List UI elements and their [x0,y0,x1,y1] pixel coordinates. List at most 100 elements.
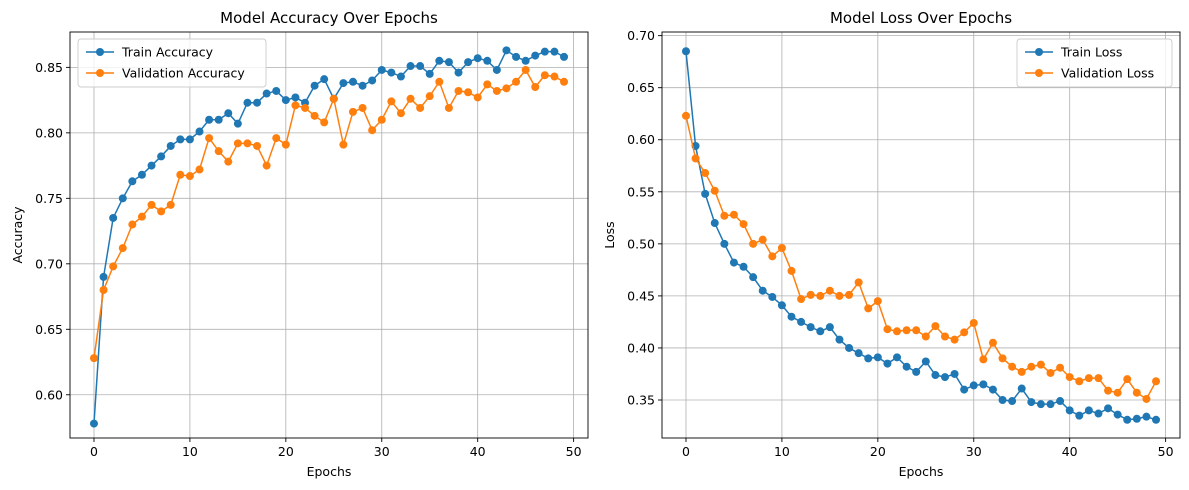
loss-chart: 0 10 20 30 40 50 0.35 0.40 0.45 0.50 0.55 0.60 0.65 0… [602,9,1181,479]
validation-loss-point [1084,374,1093,383]
train-loss-point [1094,409,1103,418]
train-accuracy-point [320,75,329,84]
loss-x-tick-label: 20 [870,444,886,459]
train-accuracy-point [214,115,223,124]
loss-y-tick-label: 0.55 [627,184,655,199]
train-loss-point [1142,412,1151,421]
train-loss-legend-marker [1035,48,1043,56]
validation-loss-point [749,239,758,248]
validation-loss-point [729,210,738,219]
train-accuracy-point [377,65,386,74]
validation-loss-point [1075,377,1084,386]
train-loss-point [1046,400,1055,409]
validation-loss-point [845,290,854,299]
loss-legend: Train Loss Validation Loss [1016,38,1173,88]
validation-accuracy-line [93,68,565,359]
validation-loss-line [685,115,1157,401]
validation-loss-point [806,290,815,299]
validation-loss-point [777,244,786,253]
validation-loss-point [854,278,863,287]
train-accuracy-point [233,119,242,128]
train-loss-point [1036,400,1045,409]
validation-loss-point [720,211,729,220]
train-accuracy-point [502,46,511,55]
loss-x-tick-label: 0 [682,444,690,459]
validation-accuracy-point [310,111,319,120]
validation-loss-point [912,326,921,335]
validation-loss-point [979,355,988,364]
validation-accuracy-point [281,140,290,149]
validation-accuracy-point [387,97,396,106]
series-train-accuracy [89,46,569,428]
validation-loss-point [825,286,834,295]
validation-accuracy-point [233,139,242,148]
train-loss-point [816,327,825,336]
validation-accuracy-point [89,354,98,363]
train-accuracy-legend-label: Train Accuracy [121,45,214,60]
accuracy-y-tick-label: 0.70 [35,256,63,271]
validation-loss-point [1094,374,1103,383]
validation-accuracy-point [262,161,271,170]
train-loss-point [864,354,873,363]
validation-accuracy-point [473,93,482,102]
train-loss-point [758,286,767,295]
validation-loss-point [739,220,748,229]
train-accuracy-point [416,62,425,71]
loss-y-tick-label: 0.35 [627,393,655,408]
validation-loss-point [1027,362,1036,371]
accuracy-y-tick-label: 0.75 [35,191,63,206]
train-accuracy-point [483,56,492,65]
train-loss-point [1113,410,1122,419]
accuracy-y-tick-label: 0.65 [35,322,63,337]
validation-accuracy-point [483,80,492,89]
train-loss-point [777,301,786,310]
train-loss-point [787,312,796,321]
loss-x-tick-label: 10 [774,444,790,459]
validation-loss-point [1036,360,1045,369]
train-accuracy-point [205,115,214,124]
accuracy-x-tick-label: 20 [278,444,294,459]
accuracy-x-tick-label: 10 [182,444,198,459]
loss-y-tick-label: 0.50 [627,236,655,251]
train-loss-point [710,219,719,228]
train-accuracy-point [492,65,501,74]
train-loss-point [825,323,834,332]
train-accuracy-point [243,98,252,107]
validation-accuracy-point [147,200,156,209]
train-loss-point [960,385,969,394]
validation-loss-point [931,322,940,331]
train-loss-point [749,273,758,282]
train-accuracy-point [560,52,569,61]
validation-loss-point [1142,394,1151,403]
validation-accuracy-point [377,115,386,124]
validation-accuracy-point [425,92,434,101]
train-accuracy-line [93,49,565,424]
validation-loss-point [873,297,882,306]
train-accuracy-point [540,47,549,56]
train-loss-point [1008,397,1017,406]
validation-accuracy-point [396,109,405,118]
validation-loss-point [960,328,969,337]
validation-loss-point [969,318,978,327]
loss-y-tick-label: 0.45 [627,288,655,303]
loss-y-axis-label: Loss [602,221,617,248]
loss-grid [662,32,1180,438]
validation-loss-point [768,252,777,261]
validation-accuracy-point [109,262,118,271]
validation-accuracy-point [137,212,146,221]
validation-accuracy-point [253,141,262,150]
validation-accuracy-legend-marker [96,69,104,77]
validation-accuracy-point [329,94,338,103]
validation-accuracy-point [406,94,415,103]
validation-loss-point [1123,375,1132,384]
accuracy-x-tick-label: 40 [470,444,486,459]
train-accuracy-point [89,419,98,428]
train-loss-point [797,317,806,326]
validation-loss-point [1056,363,1065,372]
validation-loss-point [1065,373,1074,382]
validation-accuracy-point [339,140,348,149]
train-loss-point [1104,404,1113,413]
train-loss-point [969,381,978,390]
train-accuracy-point [224,109,233,118]
